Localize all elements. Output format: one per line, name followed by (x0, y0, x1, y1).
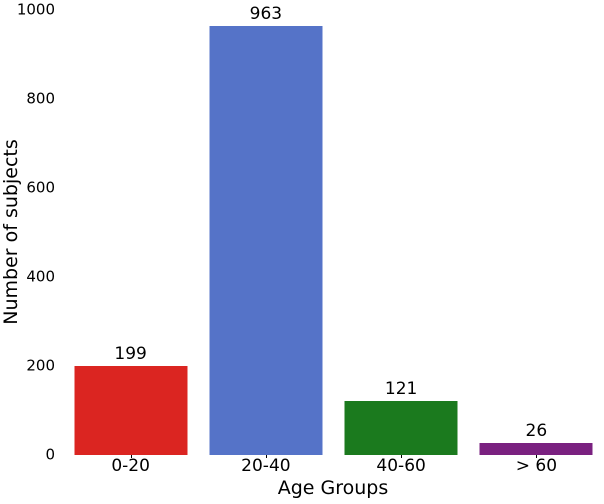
x-tick-label: 20-40 (241, 456, 291, 476)
y-axis-ticks: 0 200 400 600 800 1000 (0, 2, 59, 462)
bar-value-label: 199 (114, 344, 147, 365)
bar (344, 401, 458, 455)
x-tick-mark (130, 455, 132, 458)
bar (74, 366, 188, 455)
bar-group-0-20: 199 0-20 (63, 10, 198, 475)
x-tick-label: 40-60 (376, 456, 426, 476)
x-tick-label: > 60 (515, 456, 558, 476)
x-tick-mark (265, 455, 267, 458)
bar-value-label: 121 (384, 379, 418, 400)
x-tick-mark (536, 455, 538, 458)
bar (209, 26, 323, 455)
y-tick-label: 200 (26, 356, 55, 375)
x-tick-label: 0-20 (111, 456, 150, 476)
bar-group->60: 26 > 60 (469, 10, 604, 475)
y-tick-label: 400 (26, 267, 55, 286)
y-tick-label: 0 (45, 445, 55, 464)
y-tick-label: 600 (26, 178, 55, 197)
x-tick-mark (401, 455, 403, 458)
bar-group-40-60: 121 40-60 (334, 10, 469, 475)
bar-value-label: 26 (525, 421, 548, 442)
y-tick-label: 800 (26, 89, 55, 108)
y-tick-label: 1000 (16, 0, 55, 19)
bar-value-label: 963 (249, 4, 283, 25)
bar-group-20-40: 963 20-40 (198, 6, 333, 475)
plot-area: 199 0-20 963 20-40 121 40-60 26 > 60 (63, 6, 604, 475)
bar (479, 443, 593, 455)
x-axis-title: Age Groups (277, 477, 389, 499)
